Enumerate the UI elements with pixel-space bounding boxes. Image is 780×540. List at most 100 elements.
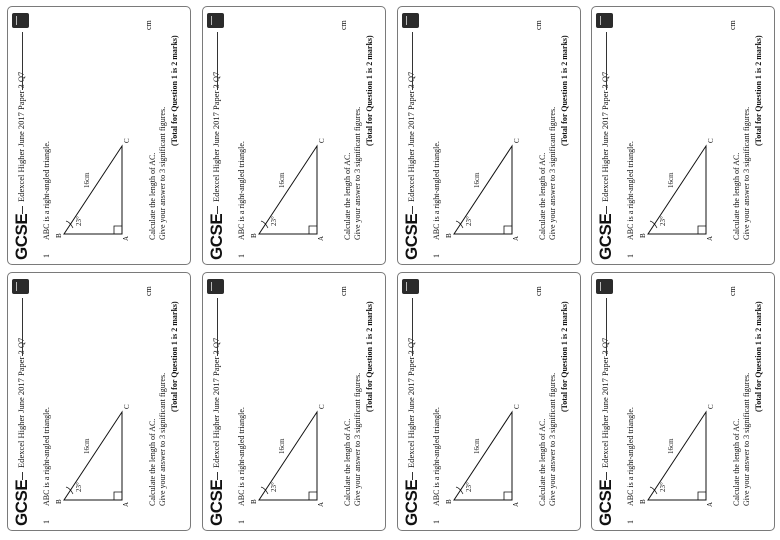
gcse-title: GCSE — [207, 213, 226, 260]
instruction-line: Calculate the length of AC. — [148, 152, 157, 240]
right-angle-marker — [308, 491, 317, 500]
side-length-label: 16cm — [473, 172, 481, 188]
header-rule — [412, 472, 413, 480]
right-angle-marker — [503, 491, 512, 500]
question-intro: ABC is a right-angled triangle. — [237, 407, 246, 506]
question-number: 1 — [42, 520, 51, 524]
question-card: GCSE Edexcel Higher June 2017 Paper 3 Q7… — [7, 6, 191, 265]
instruction-line: Calculate the length of AC. — [148, 418, 157, 506]
vertex-label-b: B — [55, 233, 63, 238]
question-card: GCSE Edexcel Higher June 2017 Paper 3 Q7… — [7, 272, 191, 531]
vertex-label-a: A — [317, 502, 325, 507]
question-card: GCSE Edexcel Higher June 2017 Paper 3 Q7… — [397, 272, 581, 531]
question-total: (Total for Question 1 is 2 marks) — [365, 35, 374, 146]
triangle-shape — [453, 410, 513, 501]
instruction-line: Calculate the length of AC. — [732, 418, 741, 506]
triangle-diagram: A B C 23° 16cm — [55, 404, 131, 507]
exam-board-logo-icon — [402, 13, 419, 28]
gcse-title: GCSE — [12, 213, 31, 260]
exam-board-logo-icon — [596, 279, 613, 294]
exam-board-logo-icon — [402, 279, 419, 294]
header-rule — [606, 206, 607, 214]
exam-board-logo-icon — [207, 279, 224, 294]
question-number: 1 — [626, 520, 635, 524]
vertex-label-a: A — [122, 236, 130, 241]
instruction-line: Calculate the length of AC. — [343, 152, 352, 240]
gcse-title: GCSE — [402, 479, 421, 526]
triangle-diagram: A B C 23° 16cm — [250, 404, 326, 507]
instruction-line: Calculate the length of AC. — [732, 152, 741, 240]
angle-label: 23° — [75, 482, 83, 492]
question-source: Edexcel Higher June 2017 Paper 3 Q7 — [600, 337, 610, 468]
vertex-label-a: A — [122, 502, 130, 507]
triangle-shape — [63, 144, 123, 235]
angle-arc — [65, 220, 74, 229]
header-rule — [217, 206, 218, 214]
card-header: GCSE Edexcel Higher June 2017 Paper 3 Q7 — [206, 278, 228, 526]
triangle-diagram: A B C 23° 16cm — [639, 138, 715, 241]
angle-label: 23° — [659, 216, 667, 226]
side-length-label: 16cm — [473, 438, 481, 454]
vertex-label-c: C — [707, 138, 715, 143]
angle-label: 23° — [465, 482, 473, 492]
question-intro: ABC is a right-angled triangle. — [237, 141, 246, 240]
vertex-label-b: B — [250, 499, 258, 504]
exam-board-logo-icon — [207, 13, 224, 28]
gcse-title: GCSE — [402, 213, 421, 260]
triangle-diagram: A B C 23° 16cm — [639, 404, 715, 507]
answer-unit: cm — [728, 286, 737, 296]
vertex-label-b: B — [445, 499, 453, 504]
header-rule — [217, 298, 218, 356]
angle-arc — [455, 486, 464, 495]
angle-arc — [260, 486, 269, 495]
right-angle-marker — [308, 225, 317, 234]
instruction-line: Give your answer to 3 significant figure… — [158, 106, 167, 240]
vertex-label-c: C — [123, 404, 131, 409]
gcse-title: GCSE — [596, 479, 615, 526]
right-angle-marker — [113, 491, 122, 500]
question-source: Edexcel Higher June 2017 Paper 3 Q7 — [600, 71, 610, 202]
angle-arc — [455, 220, 464, 229]
question-instructions: Calculate the length of AC. Give your an… — [732, 373, 752, 506]
answer-unit: cm — [144, 20, 153, 30]
header-rule — [22, 206, 23, 214]
vertex-label-c: C — [318, 404, 326, 409]
gcse-title: GCSE — [207, 479, 226, 526]
side-length-label: 16cm — [83, 438, 91, 454]
header-rule — [217, 32, 218, 90]
card-header: GCSE Edexcel Higher June 2017 Paper 3 Q7 — [595, 278, 617, 526]
vertex-label-c: C — [513, 138, 521, 143]
instruction-line: Give your answer to 3 significant figure… — [158, 372, 167, 506]
triangle-shape — [453, 144, 513, 235]
answer-unit: cm — [144, 286, 153, 296]
question-intro: ABC is a right-angled triangle. — [42, 141, 51, 240]
question-number: 1 — [626, 254, 635, 258]
question-source: Edexcel Higher June 2017 Paper 3 Q7 — [16, 337, 26, 468]
exam-board-logo-icon — [12, 13, 29, 28]
instruction-line: Give your answer to 3 significant figure… — [353, 372, 362, 506]
question-instructions: Calculate the length of AC. Give your an… — [538, 373, 558, 506]
vertex-label-a: A — [706, 502, 714, 507]
question-number: 1 — [42, 254, 51, 258]
instruction-line: Calculate the length of AC. — [343, 418, 352, 506]
question-card: GCSE Edexcel Higher June 2017 Paper 3 Q7… — [591, 272, 775, 531]
question-total: (Total for Question 1 is 2 marks) — [560, 35, 569, 146]
triangle-shape — [258, 144, 318, 235]
card-header: GCSE Edexcel Higher June 2017 Paper 3 Q7 — [595, 12, 617, 260]
answer-unit: cm — [728, 20, 737, 30]
vertex-label-b: B — [639, 233, 647, 238]
vertex-label-a: A — [512, 502, 520, 507]
question-source: Edexcel Higher June 2017 Paper 3 Q7 — [16, 71, 26, 202]
angle-arc — [260, 220, 269, 229]
triangle-diagram: A B C 23° 16cm — [445, 138, 521, 241]
exam-board-logo-icon — [12, 279, 29, 294]
instruction-line: Calculate the length of AC. — [538, 418, 547, 506]
card-header: GCSE Edexcel Higher June 2017 Paper 3 Q7 — [11, 12, 33, 260]
question-card: GCSE Edexcel Higher June 2017 Paper 3 Q7… — [397, 6, 581, 265]
triangle-shape — [647, 410, 707, 501]
answer-unit: cm — [339, 286, 348, 296]
vertex-label-b: B — [445, 233, 453, 238]
instruction-line: Give your answer to 3 significant figure… — [742, 372, 751, 506]
question-number: 1 — [432, 254, 441, 258]
question-card: GCSE Edexcel Higher June 2017 Paper 3 Q7… — [202, 272, 386, 531]
